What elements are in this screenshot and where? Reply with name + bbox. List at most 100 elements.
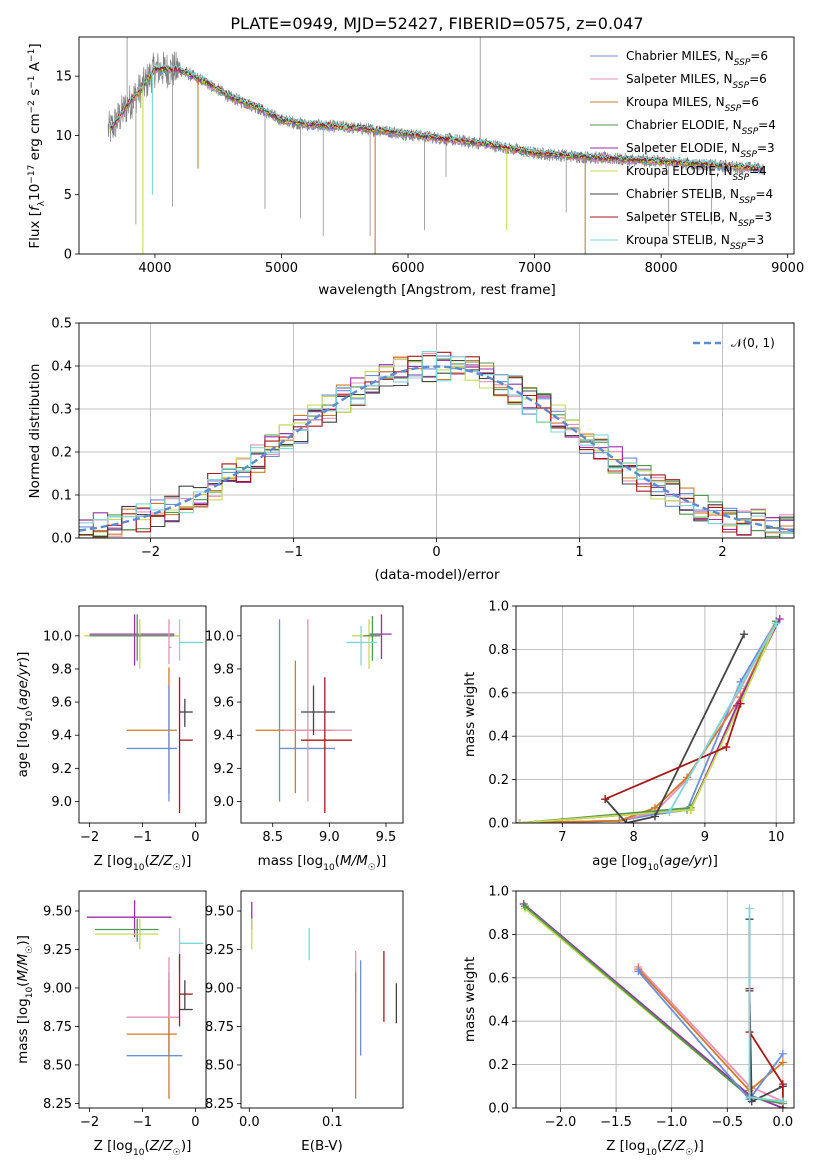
mass-vs-ebv-axes: 0.0 0.1 8.25 8.50 8.75 9.00 9.25 9.50 E(B-V) bbox=[205, 890, 404, 1154]
y-tick-label: 0.6 bbox=[488, 971, 509, 986]
y-tick-label: 0.3 bbox=[51, 403, 72, 418]
weight-line bbox=[519, 620, 777, 823]
weight-line bbox=[519, 620, 777, 823]
x-tick-label: 4000 bbox=[138, 261, 171, 276]
y-axis-label: mass [log10(M/M☉)] bbox=[15, 935, 35, 1064]
y-tick-label: 0.8 bbox=[488, 928, 509, 943]
x-axis-label: Z [log10(Z/Z☉)] bbox=[94, 853, 192, 873]
x-tick-label: −1 bbox=[133, 830, 152, 845]
residuals-axes: −2 −1 0 1 2 0.0 0.1 0.2 0.3 0.4 0.5 𝒩(0, 1) (data-mo… bbox=[27, 317, 795, 583]
x-axis-label: mass [log10(M/M☉)] bbox=[258, 853, 387, 873]
legend-entry: 𝒩(0, 1) bbox=[731, 336, 775, 350]
age-vs-mass-plot bbox=[255, 614, 392, 814]
weight-marker bbox=[778, 1049, 787, 1058]
weight-marker bbox=[634, 967, 643, 976]
y-axis-label: age [log10(age/yr)] bbox=[15, 652, 35, 778]
age-vs-mass-frame bbox=[240, 605, 404, 824]
y-tick-label: 15 bbox=[55, 70, 72, 85]
legend-entry: Chabrier ELODIE, NSSP=4 bbox=[626, 118, 776, 137]
y-tick-label: 9.2 bbox=[51, 762, 72, 777]
x-tick-label: 10 bbox=[768, 830, 785, 845]
legend-entry: Salpeter STELIB, NSSP=3 bbox=[626, 210, 772, 229]
y-tick-label: 8.75 bbox=[205, 1020, 234, 1035]
weight-marker bbox=[622, 819, 631, 823]
y-tick-label: 0.0 bbox=[488, 1102, 509, 1117]
weight-vs-age-frame bbox=[515, 605, 795, 824]
y-tick-label: 0.1 bbox=[51, 489, 72, 504]
x-tick-label: −2.0 bbox=[545, 1115, 577, 1130]
y-tick-label: 1.0 bbox=[488, 885, 509, 900]
weight-vs-Z-frame bbox=[515, 890, 795, 1109]
x-tick-label: −2 bbox=[141, 545, 160, 560]
age-vs-mass-axes: 8.5 9.0 9.5 9.0 9.2 9.4 9.6 9.8 10.0 mass [log10(… bbox=[205, 605, 404, 873]
weight-line bbox=[519, 620, 778, 823]
x-axis-label: wavelength [Angstrom, rest frame] bbox=[318, 282, 556, 298]
y-tick-label: 9.25 bbox=[205, 943, 234, 958]
spectrum-axes: 4000 5000 6000 7000 8000 9000 0 5 10 15 wavelength… bbox=[27, 36, 804, 298]
x-axis-label: Z [log10(Z/Z☉)] bbox=[94, 1138, 192, 1158]
weight-marker bbox=[736, 699, 745, 708]
x-tick-label: 0 bbox=[191, 830, 199, 845]
weight-marker bbox=[778, 1097, 787, 1106]
y-tick-label: 8.75 bbox=[43, 1020, 72, 1035]
x-tick-label: 9.5 bbox=[376, 830, 397, 845]
legend-entry: Kroupa STELIB, NSSP=3 bbox=[626, 233, 764, 252]
y-tick-label: 0.5 bbox=[51, 317, 72, 332]
weight-marker bbox=[736, 682, 745, 691]
y-tick-label: 8.50 bbox=[205, 1058, 234, 1073]
weight-line bbox=[604, 633, 745, 823]
y-tick-label: 9.0 bbox=[213, 795, 234, 810]
weight-vs-Z-plot bbox=[519, 900, 787, 1108]
weight-marker bbox=[747, 1097, 756, 1106]
y-tick-label: 10 bbox=[55, 129, 72, 144]
y-tick-label: 9.4 bbox=[213, 729, 234, 744]
weight-marker bbox=[665, 808, 674, 817]
age-vs-Z-frame bbox=[78, 605, 207, 824]
weight-marker bbox=[772, 619, 781, 628]
x-tick-label: −1.5 bbox=[600, 1115, 632, 1130]
x-axis-label: Z [log10(Z/Z☉)] bbox=[606, 1138, 704, 1158]
weight-marker bbox=[778, 1080, 787, 1089]
weight-marker bbox=[601, 795, 610, 804]
x-tick-label: 7 bbox=[558, 830, 566, 845]
x-tick-label: 7000 bbox=[518, 261, 551, 276]
weight-line bbox=[748, 919, 784, 1103]
x-tick-label: 5000 bbox=[265, 261, 298, 276]
mass-vs-Z-plot bbox=[86, 900, 204, 1099]
x-axis-label: age [log10(age/yr)] bbox=[592, 853, 718, 873]
legend-entry: Kroupa MILES, NSSP=6 bbox=[626, 95, 759, 114]
weight-marker bbox=[686, 805, 695, 814]
weight-line bbox=[637, 968, 784, 1092]
x-tick-label: −2 bbox=[80, 1115, 99, 1130]
y-tick-label: 9.0 bbox=[51, 795, 72, 810]
y-tick-label: 1.0 bbox=[488, 600, 509, 615]
model-spectrum-line bbox=[110, 64, 762, 169]
y-tick-label: 0.2 bbox=[51, 446, 72, 461]
x-tick-label: 9 bbox=[701, 830, 709, 845]
y-axis-label: mass weight bbox=[462, 957, 478, 1042]
y-tick-label: 8.25 bbox=[43, 1097, 72, 1112]
weight-vs-age-axes: 7 8 9 10 0.0 0.2 0.4 0.6 0.8 1.0 age [log10(age/yr… bbox=[462, 600, 795, 873]
x-tick-label: 8.5 bbox=[262, 830, 283, 845]
y-tick-label: 9.6 bbox=[213, 696, 234, 711]
y-axis-label: Normed distribution bbox=[27, 364, 43, 499]
legend-entry: Chabrier MILES, NSSP=6 bbox=[626, 49, 768, 68]
age-vs-Z-axes: −2 −1 0 9.0 9.2 9.4 9.6 9.8 10.0 Z [log10(Z/Z☉)] a… bbox=[15, 605, 207, 873]
y-tick-label: 9.8 bbox=[213, 662, 234, 677]
x-tick-label: 8000 bbox=[645, 261, 678, 276]
x-axis-label: E(B-V) bbox=[301, 1138, 343, 1154]
y-tick-label: 0.4 bbox=[488, 1015, 509, 1030]
y-tick-label: 9.50 bbox=[43, 905, 72, 920]
weight-marker bbox=[516, 819, 524, 823]
x-tick-label: −2 bbox=[80, 830, 99, 845]
y-tick-label: 10.0 bbox=[43, 629, 72, 644]
gaussian-curve bbox=[79, 365, 794, 532]
weight-line bbox=[748, 988, 784, 1108]
mass-vs-ebv-frame bbox=[240, 890, 404, 1109]
x-tick-label: 9000 bbox=[771, 261, 804, 276]
x-tick-label: 0 bbox=[432, 545, 440, 560]
y-tick-label: 10.0 bbox=[205, 629, 234, 644]
y-tick-label: 0.0 bbox=[51, 532, 72, 547]
weight-marker bbox=[615, 816, 624, 823]
y-tick-label: 0.4 bbox=[51, 360, 72, 375]
